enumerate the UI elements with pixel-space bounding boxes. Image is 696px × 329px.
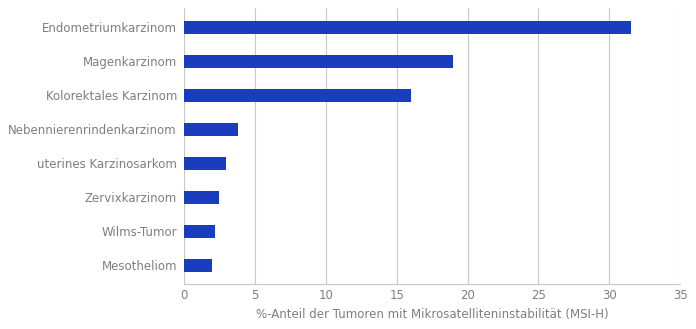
Bar — [184, 259, 212, 272]
Bar — [184, 89, 411, 102]
Bar — [184, 21, 631, 34]
Bar — [184, 191, 219, 204]
Bar — [184, 225, 215, 238]
X-axis label: %-Anteil der Tumoren mit Mikrosatelliteninstabilität (MSI-H): %-Anteil der Tumoren mit Mikrosatelliten… — [256, 308, 608, 321]
Bar — [184, 55, 453, 68]
Bar — [184, 123, 238, 136]
Bar — [184, 157, 226, 170]
